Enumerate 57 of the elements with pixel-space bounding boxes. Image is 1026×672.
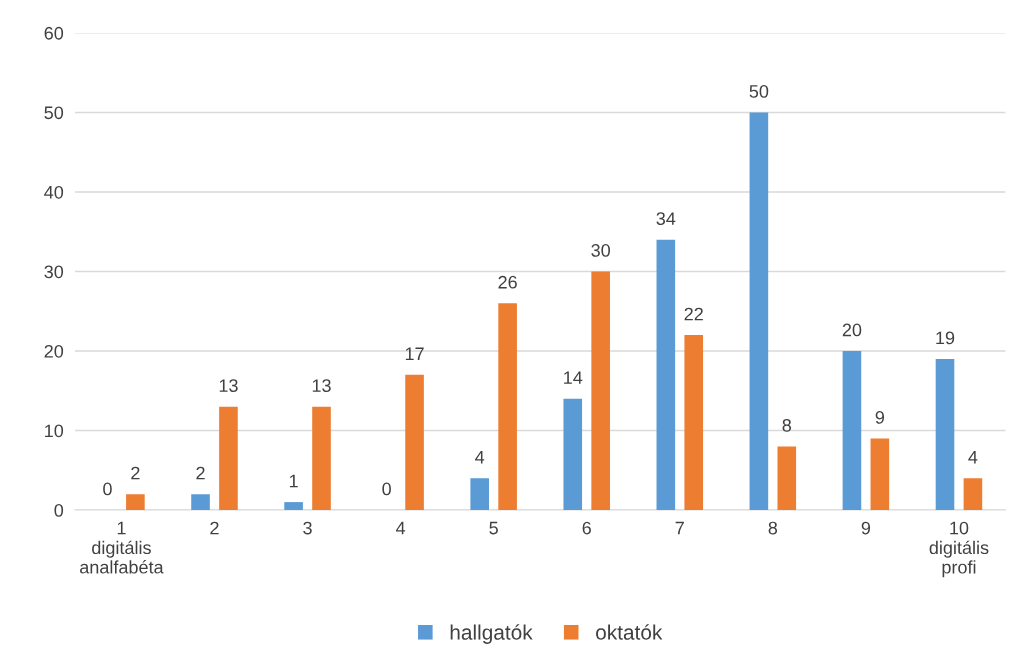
data-label: 9 (875, 411, 885, 424)
bar (563, 398, 583, 511)
bar (684, 335, 704, 511)
data-label: 0 (382, 482, 391, 496)
bar (312, 406, 331, 511)
data-label: 13 (219, 379, 238, 392)
bar (935, 358, 955, 511)
data-label: 8 (782, 418, 792, 432)
bar (656, 239, 676, 511)
data-label: 17 (405, 347, 424, 361)
data-label: 13 (312, 379, 331, 392)
data-label: 2 (196, 466, 205, 480)
bar (498, 303, 517, 511)
data-label: 19 (936, 331, 955, 345)
data-label: 20 (842, 323, 862, 337)
bar (470, 478, 490, 511)
data-label: 50 (749, 84, 769, 98)
x-tick-label: 1 digitális analfabéta (80, 521, 164, 574)
data-label: 26 (498, 275, 517, 289)
bar (191, 494, 210, 511)
data-label: 1 (289, 474, 298, 488)
data-label: 0 (103, 482, 112, 496)
data-label: 2 (131, 466, 140, 480)
bar (126, 494, 145, 511)
x-tick-label: 4 (396, 521, 406, 535)
y-tick-label: 50 (44, 106, 64, 120)
x-tick-label: 9 (861, 521, 871, 535)
y-tick-label: 40 (44, 185, 64, 199)
bar (591, 271, 610, 511)
bar (749, 112, 769, 511)
bar (284, 502, 303, 511)
x-tick-label: 10 digitális profi (929, 521, 989, 578)
x-tick-label: 5 (489, 521, 498, 535)
data-label: 34 (656, 212, 676, 225)
bar (870, 438, 890, 511)
bar (777, 446, 797, 511)
data-label: 14 (564, 371, 583, 384)
bar (963, 478, 983, 511)
y-tick-label: 0 (54, 503, 64, 517)
data-label: 4 (475, 450, 485, 464)
x-tick-label: 7 (675, 521, 684, 535)
x-tick-label: 2 (210, 521, 219, 535)
bar (842, 351, 862, 511)
x-tick-label: 6 (582, 521, 591, 535)
data-label: 30 (591, 244, 611, 257)
y-tick-label: 30 (44, 265, 64, 279)
y-tick-label: 20 (44, 344, 64, 358)
x-tick-label: 8 (768, 521, 778, 535)
bar (219, 406, 238, 511)
bar (405, 374, 424, 511)
legend-label: hallgatók (450, 624, 533, 644)
data-label: 4 (968, 450, 978, 464)
x-tick-label: 3 (303, 521, 312, 535)
y-tick-label: 60 (44, 26, 64, 40)
data-label: 22 (684, 307, 703, 321)
y-tick-label: 10 (45, 424, 64, 438)
legend-label: oktatók (596, 624, 663, 640)
